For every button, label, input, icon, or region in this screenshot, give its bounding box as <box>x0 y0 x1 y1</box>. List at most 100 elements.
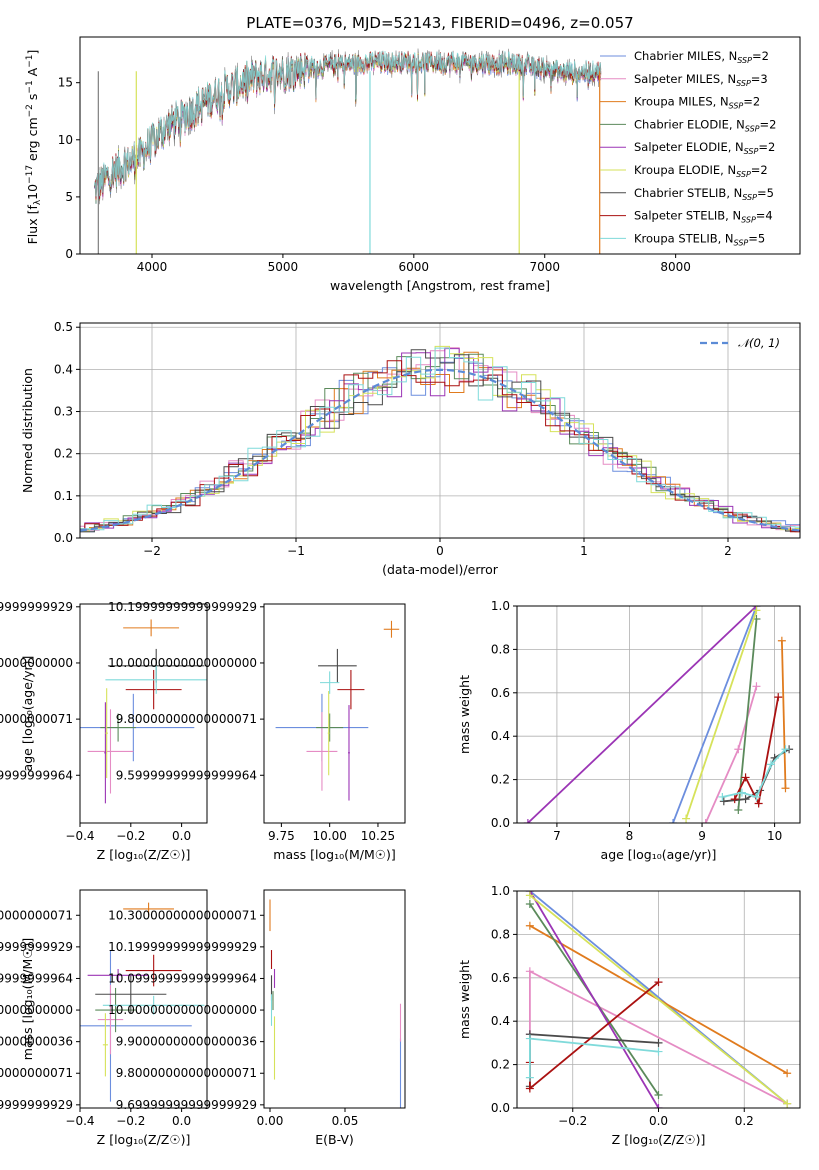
legend-label-salpeter-miles: Salpeter MILES, NSSP=3 <box>634 72 768 88</box>
x-tick-label: 2 <box>724 544 732 558</box>
y-tick-label: 0.2 <box>491 773 510 787</box>
y-tick-label: 9.80000000000000071 <box>0 1066 73 1080</box>
legend-subscript: SSP <box>741 216 756 225</box>
weight-marker-salpeter-stelib <box>741 773 750 782</box>
x-axis-label: E(B-V) <box>315 1132 354 1147</box>
legend-count: =2 <box>760 117 777 131</box>
normal-curve <box>80 368 800 532</box>
y-tick-label: 0.6 <box>491 971 510 985</box>
weight-marker-kroupa-stelib <box>718 792 727 801</box>
mass-vs-Z-plot <box>80 902 205 1102</box>
y-tick-label: 9.69999999999999929 <box>0 1098 73 1112</box>
y-tick-label: 0.6 <box>491 686 510 700</box>
y-tick-label: 10.19999999999999929 <box>108 600 257 614</box>
weight-line-kroupa-elodie <box>685 610 758 819</box>
legend-label-normal: 𝒩(0, 1) <box>738 336 780 350</box>
y-tick-label: 9.59999999999999964 <box>0 768 73 782</box>
x-tick-label: 0.0 <box>172 829 191 843</box>
legend-name: Chabrier STELIB, N <box>634 186 742 200</box>
weight-marker-kroupa-stelib <box>752 792 761 801</box>
weight-marker-chabrier-stelib <box>741 795 750 804</box>
x-tick-label: 0.00 <box>257 1114 284 1128</box>
legend-subscript: SSP <box>742 193 757 202</box>
weight-marker-chabrier-elodie <box>734 805 743 814</box>
y-tick-label: 0.4 <box>491 729 510 743</box>
y-tick-label: 0.0 <box>491 816 510 830</box>
x-tick-label: −0.4 <box>65 1114 94 1128</box>
weight-marker-kroupa-elodie <box>682 814 691 823</box>
weight-line-kroupa-elodie <box>529 894 788 1105</box>
weight-line-chabrier-stelib <box>529 1033 659 1087</box>
legend-label-kroupa-stelib: Kroupa STELIB, NSSP=5 <box>634 231 765 247</box>
residuals-plot <box>80 345 800 533</box>
y-tick-label: 10.30000000000000071 <box>0 908 73 922</box>
y-axis-label: mass [log₁₀(M/M☉)] <box>20 938 35 1060</box>
weight-vs-Z-plot <box>525 891 792 1108</box>
residual-histogram-salpeter-elodie <box>80 348 800 531</box>
y-tick-label: 5 <box>65 190 73 204</box>
x-tick-label: 1 <box>580 544 588 558</box>
y-tick-label: 10.30000000000000071 <box>108 908 257 922</box>
weight-marker-kroupa-stelib <box>525 1073 534 1082</box>
legend-count: =5 <box>748 231 765 245</box>
weight-marker-kroupa-stelib <box>525 1034 534 1043</box>
weight-marker-kroupa-elodie <box>783 1099 792 1108</box>
y-tick-label: 9.80000000000000071 <box>116 712 257 726</box>
y-axis-label: mass weight <box>457 960 472 1039</box>
weight-marker-kroupa-miles <box>783 1069 792 1078</box>
legend-subscript: SSP <box>736 79 751 88</box>
residual-histogram-chabrier-stelib <box>80 349 800 533</box>
x-tick-label: 7 <box>553 829 561 843</box>
x-axis-label: mass [log₁₀(M/M☉)] <box>273 847 395 862</box>
weight-marker-salpeter-elodie <box>523 819 532 823</box>
y-tick-label: 0.8 <box>491 642 510 656</box>
y-tick-label: 10.00000000000000000 <box>0 1003 73 1017</box>
x-tick-label: 0.0 <box>172 1114 191 1128</box>
y-tick-label: 10.19999999999999929 <box>108 940 257 954</box>
age-vs-Z-frame: −0.4 −0.2 0.0 9.59999999999999964 9.80000000… <box>0 600 208 862</box>
x-tick-label: 7000 <box>529 260 560 274</box>
x-axis-label: age [log₁₀(age/yr)] <box>601 847 717 862</box>
x-tick-label: 10 <box>767 829 782 843</box>
x-tick-label: −1 <box>287 544 305 558</box>
spectrum-frame: 4000 5000 6000 7000 8000 0 5 10 15 wavelength [An… <box>58 36 801 293</box>
age-vs-mass-frame: 9.75 10.00 10.25 9.59999999999999964 9.80000… <box>108 600 406 862</box>
residuals-frame: −2 −1 0 1 2 0.0 0.1 0.2 0.3 0.4 0.5 (data-model)/er… <box>20 320 801 577</box>
x-tick-label: 0.2 <box>735 1114 754 1128</box>
legend-subscript: SSP <box>734 238 749 247</box>
y-tick-label: 0.8 <box>491 927 510 941</box>
x-tick-label: −0.2 <box>558 1114 587 1128</box>
x-tick-label: 10.00 <box>312 829 346 843</box>
spectrum-y-axis-label: Flux [fλ10−17 erg cm−2 s−1 A−1] <box>25 50 43 245</box>
weight-line-chabrier-elodie <box>737 618 758 811</box>
legend-count: =2 <box>743 95 760 109</box>
y-tick-label: 10.00000000000000000 <box>108 656 257 670</box>
weight-marker-kroupa-miles <box>525 921 534 930</box>
weight-line-salpeter-elodie <box>527 606 758 823</box>
y-label-part: λ <box>33 199 43 205</box>
legend-label-salpeter-elodie: Salpeter ELODIE, NSSP=2 <box>634 140 775 156</box>
x-axis-label: Z [log₁₀(Z/Z☉)] <box>97 847 191 862</box>
x-tick-label: 8000 <box>660 260 691 274</box>
y-tick-label: 9.59999999999999964 <box>116 768 257 782</box>
y-tick-label: 0.3 <box>54 405 73 419</box>
legend-subscript: SSP <box>729 102 744 111</box>
weight-marker-kroupa-elodie <box>752 606 761 615</box>
weight-marker-kroupa-stelib <box>766 760 775 769</box>
spectrum-plot <box>94 48 602 254</box>
weight-marker-kroupa-stelib <box>737 788 746 797</box>
legend-count: =2 <box>751 163 768 177</box>
x-tick-label: −0.2 <box>116 829 145 843</box>
y-tick-label: 9.69999999999999929 <box>116 1098 257 1112</box>
model-spectrum-kroupa-stelib <box>94 50 602 197</box>
weight-marker-chabrier-miles <box>669 819 678 823</box>
weight-marker-salpeter-miles <box>752 682 761 691</box>
y-tick-label: 10.19999999999999929 <box>0 600 73 614</box>
weight-marker-kroupa-stelib <box>654 1047 663 1056</box>
mass-vs-ebv-plot <box>269 899 402 1108</box>
y-tick-label: 0.4 <box>54 362 73 376</box>
y-tick-label: 0 <box>65 247 73 261</box>
weight-line-chabrier-miles <box>672 606 758 823</box>
axes-frame <box>263 889 406 1109</box>
